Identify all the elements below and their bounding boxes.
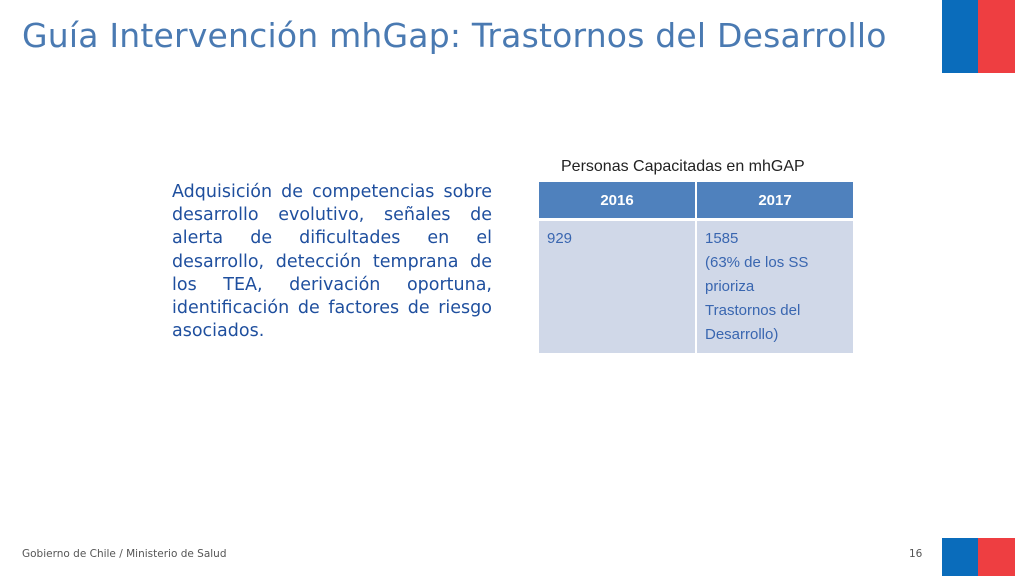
table-caption: Personas Capacitadas en mhGAP — [561, 158, 805, 175]
flag-blue-stripe-top — [942, 0, 978, 73]
body-paragraph: Adquisición de competencias sobre desarr… — [172, 182, 492, 342]
cell-2016-value: 929 — [547, 230, 573, 247]
flag-red-stripe-bottom — [978, 538, 1015, 576]
header-2017: 2017 — [696, 182, 853, 221]
flag-red-stripe-top — [978, 0, 1015, 73]
slide-title: Guía Intervención mhGap: Trastornos del … — [22, 16, 887, 55]
cell-2017: 1585 (63% de los SS prioriza Trastornos … — [696, 219, 853, 353]
page-number: 16 — [909, 548, 923, 560]
cell-2016: 929 — [539, 219, 697, 353]
flag-blue-stripe-bottom — [942, 538, 978, 576]
cell-2017-line: 1585 — [705, 230, 739, 247]
cell-2017-value: 1585 (63% de los SS prioriza Trastornos … — [705, 227, 845, 347]
training-table: 2016 2017 929 1585 (63% de los SS priori… — [539, 182, 853, 353]
table-row: 929 1585 (63% de los SS prioriza Trastor… — [539, 219, 853, 353]
cell-2017-line: Desarrollo) — [705, 326, 779, 343]
header-2016: 2016 — [539, 182, 697, 221]
table-header-row: 2016 2017 — [539, 182, 853, 221]
cell-2017-line: prioriza — [705, 278, 755, 295]
cell-2017-line: Trastornos del — [705, 302, 801, 319]
footer-text: Gobierno de Chile / Ministerio de Salud — [22, 548, 227, 560]
cell-2017-line: (63% de los SS — [705, 254, 809, 271]
